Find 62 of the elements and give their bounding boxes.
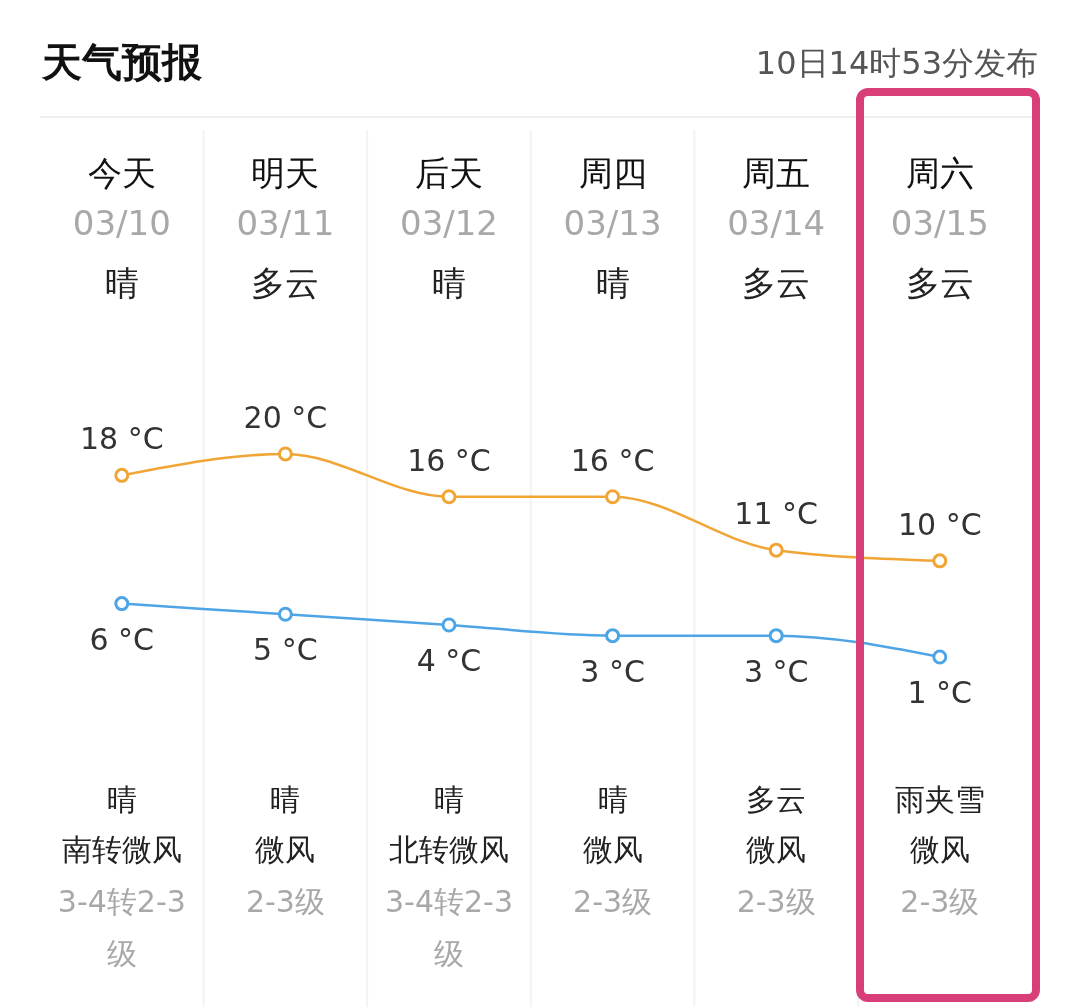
text: 03/10 <box>72 203 171 243</box>
text: 03/12 <box>400 203 498 243</box>
x-tick-label: 后天 <box>415 153 483 193</box>
text: 晴 <box>432 263 466 303</box>
text: 晴 <box>106 782 137 817</box>
data-label: 11 °C <box>734 496 819 532</box>
text: 微风 <box>255 832 316 867</box>
point <box>277 446 293 462</box>
text: 晴 <box>270 782 301 817</box>
text: 2-3级 <box>245 884 325 919</box>
data-label: 5 °C <box>253 632 318 668</box>
text: 多云 <box>742 263 811 303</box>
text: 03/11 <box>236 203 335 243</box>
text: 微风 <box>582 832 643 867</box>
point <box>605 489 621 505</box>
text: 北转微风 <box>389 832 509 867</box>
text: 多云 <box>905 263 974 303</box>
text: 晴 <box>434 782 464 817</box>
text: 2-3级 <box>736 884 816 919</box>
text: 微风 <box>909 832 970 867</box>
x-tick-label: 今天 <box>87 153 156 193</box>
point <box>768 628 784 644</box>
data-label: 20 °C <box>243 400 328 435</box>
text: 晴 <box>595 263 630 303</box>
text: 03/13 <box>563 203 662 243</box>
text: 2-3级 <box>900 884 980 919</box>
point <box>441 489 457 505</box>
point <box>932 553 948 569</box>
data-label: 4 °C <box>416 642 482 678</box>
chart-subtitle: 10日14时53分发布 <box>755 44 1038 82</box>
point <box>441 617 457 633</box>
point <box>114 596 130 612</box>
data-label: 3 °C <box>743 653 809 689</box>
data-label: 3 °C <box>580 653 645 689</box>
text: 雨夹雪 <box>894 782 985 817</box>
text: 晴 <box>597 782 628 817</box>
text: 3-4转2-3级 <box>385 884 513 971</box>
point <box>605 628 621 644</box>
data-label: 18 °C <box>79 421 164 457</box>
x-tick-label: 周四 <box>578 153 647 193</box>
text: 多云 <box>251 263 320 303</box>
point <box>114 467 130 483</box>
point <box>277 606 293 622</box>
data-label: 10 °C <box>897 506 982 542</box>
text: 南转微风 <box>61 832 182 867</box>
x-tick-label: 明天 <box>251 153 320 193</box>
x-tick-label: 周五 <box>742 153 811 193</box>
data-label: 16 °C <box>407 442 491 478</box>
text: 03/14 <box>727 203 826 243</box>
data-label: 6 °C <box>89 621 155 657</box>
text: 3-4转2-3级 <box>57 884 186 971</box>
point <box>768 542 784 558</box>
data-label: 1 °C <box>907 675 973 710</box>
text: 多云 <box>746 782 807 817</box>
text: 晴 <box>104 263 139 303</box>
text: 微风 <box>746 832 807 867</box>
point <box>932 649 948 665</box>
text: 2-3级 <box>573 884 653 919</box>
text: 03/15 <box>890 203 989 243</box>
data-label: 16 °C <box>570 442 655 478</box>
chart-title: 天气预报 <box>41 39 203 85</box>
x-tick-label: 周六 <box>905 153 974 193</box>
